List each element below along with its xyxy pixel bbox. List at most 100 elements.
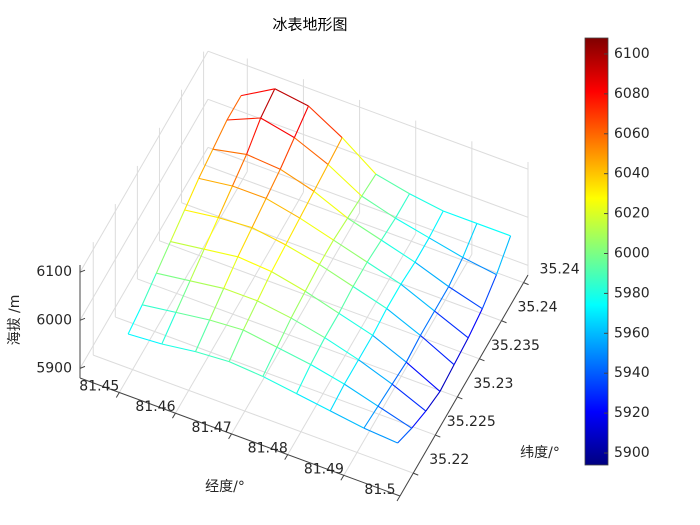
y-tick-label: 35.235: [491, 338, 540, 354]
mesh-edge: [341, 137, 377, 175]
mesh-edge: [394, 193, 411, 219]
y-axis-label: 纬度/°: [520, 445, 560, 461]
grid-line: [79, 50, 209, 273]
mesh-edge: [276, 317, 292, 348]
mesh-edge: [127, 304, 143, 335]
mesh-edge: [476, 222, 511, 237]
mesh-edge: [319, 264, 354, 287]
x-tick: [172, 412, 176, 419]
mesh-edge: [391, 383, 427, 412]
x-tick: [115, 392, 120, 398]
mesh-edge: [397, 427, 413, 444]
mesh-edge: [290, 317, 326, 339]
x-tick-label: 81.5: [364, 482, 395, 498]
mesh-edge: [425, 391, 441, 412]
z-tick-label: 6000: [36, 312, 72, 328]
mesh-edge: [170, 241, 205, 250]
mesh-edge: [338, 286, 354, 314]
mesh-edge: [231, 154, 248, 187]
colorbar-tick-label: 5900: [614, 445, 650, 461]
mesh-edge: [265, 168, 281, 199]
mesh-edge: [386, 308, 421, 336]
z-tick: [79, 317, 86, 321]
mesh-edge: [338, 312, 373, 336]
grid-line: [115, 316, 436, 436]
mesh-edge: [310, 364, 345, 385]
x-tick: [228, 433, 233, 440]
colorbar-tick-label: 5920: [614, 405, 650, 421]
mesh-edge: [363, 427, 398, 444]
grid-line: [137, 278, 458, 398]
mesh-edge: [439, 364, 455, 392]
mesh-edge: [155, 241, 172, 274]
colorbar-tick-label: 6040: [614, 166, 650, 182]
mesh-edge: [366, 261, 402, 285]
mesh-edge: [352, 261, 368, 287]
grid-line: [207, 146, 529, 266]
mesh-edge: [344, 383, 379, 407]
mesh-edge: [237, 227, 253, 258]
mesh-edge: [228, 361, 264, 377]
z-axis-label: 海拔 /m: [7, 295, 23, 346]
x-axis-label: 经度/°: [205, 479, 245, 495]
mesh-edge: [453, 337, 469, 365]
grid-line: [231, 212, 361, 435]
mesh-edge: [419, 310, 436, 336]
mesh-edge: [223, 287, 258, 302]
mesh-edge: [274, 88, 309, 107]
grid-line: [79, 147, 209, 369]
mesh-edge: [184, 209, 219, 219]
grid-line: [175, 191, 304, 414]
mesh-edge: [400, 261, 416, 285]
x-tick-label: 81.49: [304, 461, 344, 477]
grid-line: [207, 50, 529, 170]
grid-line: [79, 99, 209, 321]
mesh-edge: [241, 88, 275, 97]
mesh-edge: [343, 359, 359, 385]
mesh-edge: [127, 333, 162, 345]
mesh-edge: [443, 210, 478, 224]
mesh-edge: [448, 286, 483, 310]
y-tick: [435, 434, 441, 438]
mesh-edge: [265, 197, 301, 219]
mesh-edge: [333, 239, 368, 263]
x-tick-label: 81.45: [79, 378, 119, 394]
mesh-edge: [495, 235, 512, 275]
colorbar-tick-label: 5960: [614, 325, 650, 341]
x-tick: [284, 454, 289, 460]
mesh-edge: [296, 393, 331, 412]
mesh-edge: [198, 148, 214, 179]
y-axis-line: [399, 274, 529, 497]
mesh-edge: [271, 271, 306, 292]
mesh-edge: [462, 256, 497, 276]
y-tick-label: 35.24: [517, 300, 557, 316]
z-tick-label: 6100: [36, 264, 72, 280]
mesh-edge: [209, 319, 244, 331]
mesh-edge: [405, 335, 421, 363]
mesh-edge: [352, 286, 388, 310]
mesh-edge: [313, 190, 348, 219]
mesh-edge: [218, 217, 253, 229]
mesh-edge: [246, 153, 281, 170]
mesh-edge: [141, 272, 157, 306]
mesh-edge: [226, 95, 242, 121]
colorbar-tick-label: 5940: [614, 365, 650, 381]
mesh-edge: [380, 239, 416, 263]
mesh-edge: [366, 239, 382, 263]
mesh-edge: [386, 283, 402, 309]
mesh-edge: [217, 185, 233, 218]
y-tick-label: 35.23: [473, 376, 513, 392]
mesh-edge: [260, 117, 295, 139]
mesh-edge: [414, 261, 449, 288]
mesh-edge: [189, 280, 224, 289]
mesh-edge: [420, 334, 455, 366]
mesh-edge: [175, 311, 210, 321]
colorbar-tick-label: 6080: [614, 86, 650, 102]
mesh-edge: [195, 351, 230, 363]
mesh-edge: [262, 375, 297, 395]
mesh-edge: [377, 383, 393, 407]
colorbar-tick-label: 6000: [614, 245, 650, 261]
x-tick: [340, 475, 345, 481]
x-tick-label: 81.46: [135, 399, 175, 415]
y-tick-label: 35.225: [447, 414, 496, 430]
